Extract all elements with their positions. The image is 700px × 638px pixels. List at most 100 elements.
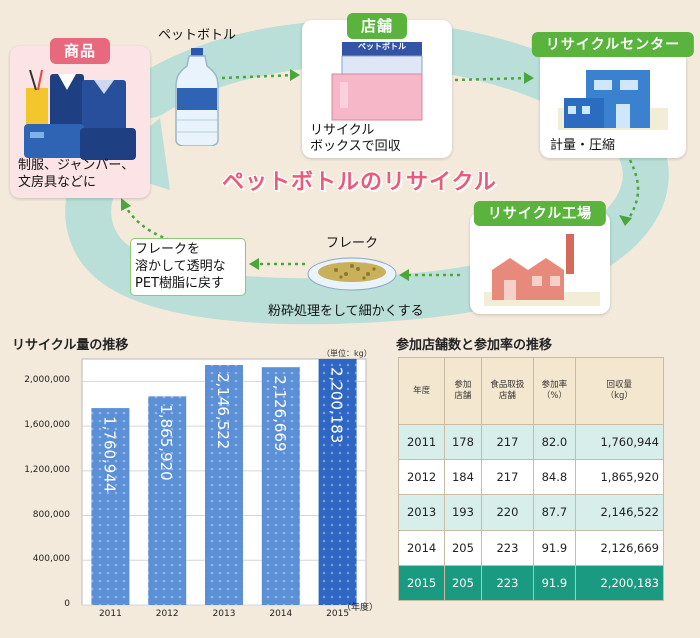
table-cell: 223 (480, 529, 535, 566)
flake-label: フレーク (326, 236, 379, 251)
arrowhead-5 (249, 258, 259, 270)
y-tick-label: 2,000,000 (24, 375, 70, 386)
arrow-store-to-center (454, 76, 529, 82)
table-cell: 2011 (397, 423, 446, 461)
arrowhead-2 (524, 72, 534, 84)
bar-value-label: 2,126,669 (271, 375, 289, 451)
recycle-volume-chart: 1,760,944 1,865,920 2,146,522 2,126,669 2,20… (81, 358, 367, 606)
box-label: ペットボトル (358, 42, 406, 51)
table-cell: 223 (480, 564, 535, 602)
table-header-row: 年度 参加 店舗 食品取扱 店舗 参加率 （%） 回収量 （kg） (397, 357, 665, 425)
recycle-box-icon (331, 42, 423, 121)
y-tick-label: 0 (64, 599, 70, 609)
table-cell: 84.8 (533, 459, 576, 496)
resin-line-1: フレークを (135, 242, 201, 257)
y-tick-label: 400,000 (32, 554, 70, 565)
center-caption: 計量・圧縮 (550, 138, 616, 153)
table-cell: 91.9 (533, 529, 576, 566)
center-title: リサイクルセンター (531, 32, 695, 57)
table-header-cell: 参加 店舗 (444, 357, 482, 425)
x-tick-label: 2015 (326, 609, 350, 619)
arrowhead-4 (399, 269, 409, 281)
bar-dot-pattern (261, 367, 300, 605)
bar-dot-pattern (148, 396, 187, 605)
table-cell: 2012 (397, 459, 446, 496)
arrowhead-6 (121, 198, 131, 211)
table-header-cell: 参加率 （%） (533, 357, 576, 425)
clothing-stationery-icon (24, 69, 136, 160)
building-icon (558, 70, 668, 130)
table-cell: 217 (480, 423, 535, 461)
store-card: 店舗 ペットボトル リサイクル ボックスで回収 (302, 13, 452, 158)
table-header-cell: 回収量 （kg） (574, 357, 665, 425)
bar-value-label: 1,865,920 (157, 404, 175, 480)
resin-line-2: 溶かして透明な (135, 259, 226, 274)
bar-dot-pattern (91, 408, 130, 605)
resin-note: フレークを 溶かして透明な PET樹脂に戻す (130, 238, 246, 296)
y-tick-label: 800,000 (32, 509, 70, 520)
resin-line-3: PET樹脂に戻す (135, 276, 224, 291)
table-cell: 2015 (397, 564, 446, 602)
table-cell: 82.0 (533, 423, 576, 461)
table-cell: 2013 (397, 494, 446, 531)
table-row: 2011 178 217 82.0 1,760,944 (397, 423, 665, 461)
x-tick-label: 2014 (269, 609, 293, 619)
table-cell: 1,760,944 (574, 423, 665, 461)
table-cell: 205 (444, 564, 482, 602)
bottle-label: ペットボトル (158, 28, 237, 43)
participation-table: 年度 参加 店舗 食品取扱 店舗 参加率 （%） 回収量 （kg） 2011 178 217 82.0… (397, 357, 665, 602)
table-cell: 2,146,522 (574, 494, 665, 531)
store-caption-2: ボックスで回収 (310, 139, 401, 154)
table-cell: 87.7 (533, 494, 576, 531)
products-caption-2: 文房具などに (18, 175, 97, 190)
products-caption-1: 制服、ジャンパー、 (18, 158, 135, 173)
x-axis-suffix: （年度） (342, 603, 379, 613)
table-row: 2015 205 223 91.9 2,200,183 (397, 564, 665, 602)
bar-value-label: 2,146,522 (214, 373, 232, 449)
store-caption-1: リサイクル (310, 123, 375, 138)
factory-title: リサイクル工場 (473, 201, 607, 226)
flake-caption: 粉砕処理をして細かくする (268, 304, 424, 319)
table-header-cell: 食品取扱 店舗 (480, 357, 535, 425)
x-tick-label: 2013 (212, 609, 236, 619)
pet-bottle-icon (175, 48, 219, 146)
recycle-factory-card: リサイクル工場 (470, 201, 610, 314)
x-tick-label: 2012 (155, 609, 179, 619)
table-cell: 184 (444, 459, 482, 496)
table-cell: 2,200,183 (574, 564, 665, 602)
table-cell: 91.9 (533, 564, 576, 602)
chart-unit: （単位：kg） (322, 349, 372, 358)
table-title: 参加店舗数と参加率の推移 (396, 338, 553, 353)
arrowhead-3 (619, 215, 632, 226)
table-cell: 217 (480, 459, 535, 496)
y-tick-label: 1,200,000 (24, 464, 70, 475)
table-header-cell: 年度 (397, 357, 446, 425)
table-cell: 2014 (397, 529, 446, 566)
table-body: 2011 178 217 82.0 1,760,944 2012 184 217 84.8 1,8… (397, 423, 665, 602)
bar-dot-pattern (205, 364, 243, 605)
y-tick-label: 1,600,000 (24, 420, 70, 431)
bars (91, 358, 357, 605)
arrow-bottle-to-store (221, 73, 296, 80)
table-cell: 220 (480, 494, 535, 531)
bar-dot-pattern (318, 358, 357, 605)
factory-icon (484, 234, 600, 306)
arrowhead-1 (290, 69, 300, 81)
table-cell: 1,865,920 (574, 459, 665, 496)
products-card: 商品 制服、ジャンパー、 文房具などに (10, 38, 150, 198)
bar-value-label: 1,760,944 (100, 416, 118, 492)
table-row: 2014 205 223 91.9 2,126,669 (397, 529, 665, 566)
arrow-center-to-factory (626, 159, 640, 221)
bar-labels: 1,760,944 1,865,920 2,146,522 2,126,669 2,20… (100, 367, 345, 492)
chart-title: リサイクル量の推移 (12, 338, 129, 353)
table-cell: 2,126,669 (574, 529, 665, 566)
x-tick-label: 2011 (98, 609, 122, 619)
diagram-title: ペットボトルのリサイクル (222, 170, 497, 195)
table-row: 2012 184 217 84.8 1,865,920 (397, 459, 665, 496)
store-title: 店舗 (346, 13, 408, 39)
flake-dish-icon (307, 257, 397, 291)
bar-value-label: 2,200,183 (328, 367, 346, 443)
table-cell: 178 (444, 423, 482, 461)
table-cell: 193 (444, 494, 482, 531)
recycle-center-card: リサイクルセンター 計量・圧縮 (531, 32, 695, 158)
